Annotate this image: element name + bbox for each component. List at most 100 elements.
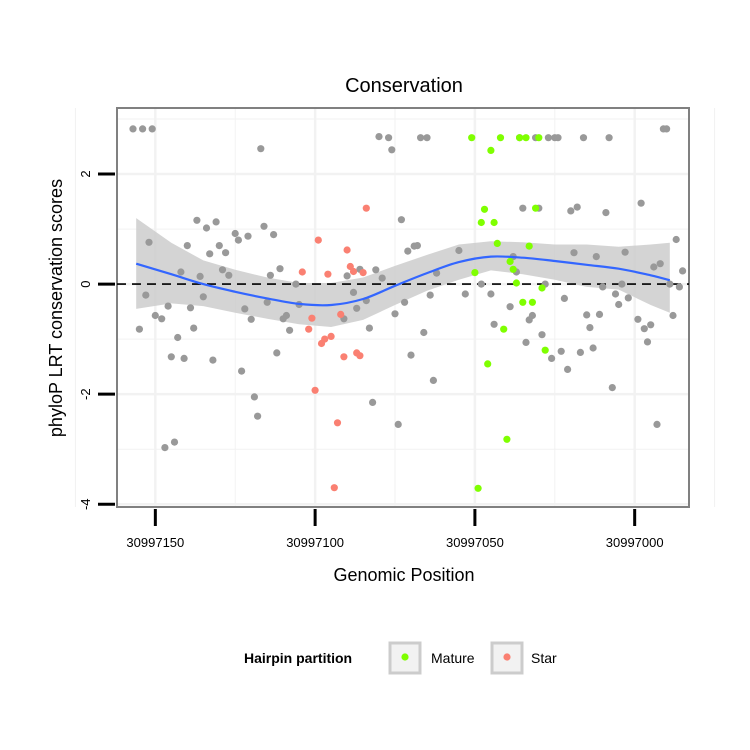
point-other	[349, 288, 358, 296]
point-other	[579, 134, 588, 142]
point-other	[273, 349, 281, 357]
point-other	[378, 274, 386, 282]
point-other	[276, 265, 284, 273]
point-other	[637, 199, 645, 207]
smooth-fit-line	[135, 255, 671, 307]
point-other	[461, 290, 469, 298]
y-tick-label: -2	[78, 388, 93, 400]
point-other	[602, 209, 610, 217]
point-other	[164, 302, 172, 310]
point-other	[554, 134, 562, 142]
point-other	[595, 310, 604, 318]
point-other	[196, 272, 204, 280]
point-other	[592, 253, 600, 261]
point-other	[567, 207, 575, 215]
point-star	[330, 484, 338, 492]
point-other	[548, 354, 556, 362]
point-mature	[506, 257, 514, 266]
point-other	[286, 326, 294, 334]
point-other	[212, 218, 220, 226]
point-other	[369, 398, 377, 406]
point-other	[404, 247, 412, 255]
point-mature	[528, 298, 537, 306]
point-other	[487, 290, 495, 298]
point-other	[672, 235, 680, 244]
point-other	[266, 271, 274, 279]
x-tick-label: 30997150	[126, 535, 184, 550]
point-other	[167, 353, 175, 361]
legend-label-star: Star	[531, 650, 557, 666]
point-other	[260, 222, 268, 230]
point-other	[170, 438, 179, 446]
point-other	[605, 134, 613, 142]
point-mature	[468, 134, 476, 142]
point-other	[477, 280, 485, 288]
point-other	[218, 266, 227, 274]
point-other	[234, 236, 242, 244]
point-other	[666, 280, 674, 288]
point-other	[653, 420, 661, 428]
point-star	[308, 314, 316, 322]
point-other	[343, 272, 351, 280]
point-other	[643, 338, 652, 346]
point-mature	[477, 218, 485, 227]
point-star	[349, 267, 358, 276]
point-star	[311, 386, 319, 394]
panel-background	[117, 108, 689, 507]
point-other	[560, 294, 569, 302]
legend-dot-star	[503, 653, 511, 661]
point-mature	[493, 239, 501, 247]
point-other	[292, 280, 300, 288]
legend-title: Hairpin partition	[244, 650, 352, 666]
point-mature	[532, 204, 540, 212]
point-star	[343, 246, 351, 254]
point-mature	[516, 134, 524, 142]
point-mature	[490, 218, 498, 227]
point-other	[397, 216, 405, 224]
panel-border	[116, 107, 690, 508]
point-other	[624, 294, 632, 302]
point-other	[663, 125, 671, 133]
point-star	[321, 335, 329, 343]
point-other	[372, 266, 380, 274]
point-other	[615, 300, 623, 309]
point-star	[314, 236, 322, 244]
y-tick-label: 2	[78, 170, 93, 177]
point-mature	[512, 279, 521, 287]
x-tick-label: 30997050	[446, 535, 504, 550]
point-other	[679, 267, 687, 275]
point-other	[675, 283, 684, 291]
smooth-line-layer	[135, 255, 671, 307]
point-star	[359, 269, 367, 277]
point-other	[190, 324, 198, 332]
point-other	[254, 412, 262, 420]
point-other	[407, 351, 415, 359]
point-mature	[519, 298, 527, 306]
point-other	[401, 298, 409, 306]
point-other	[282, 311, 290, 320]
point-other	[206, 250, 214, 258]
point-other	[506, 303, 514, 311]
chart-title: Conservation	[345, 75, 463, 97]
point-other	[145, 238, 153, 246]
point-other	[215, 242, 223, 250]
point-other	[263, 298, 271, 306]
point-other	[519, 204, 527, 212]
point-other	[611, 290, 620, 298]
point-other	[528, 311, 537, 320]
point-star	[305, 325, 313, 333]
point-other	[420, 328, 428, 337]
point-other	[650, 263, 658, 271]
point-other	[199, 293, 207, 301]
point-other	[557, 347, 565, 355]
point-mature	[474, 484, 482, 492]
point-mature	[503, 435, 511, 443]
point-other	[570, 249, 578, 257]
point-other	[576, 348, 585, 356]
point-other	[589, 344, 597, 352]
point-other	[522, 338, 530, 346]
point-other	[394, 420, 402, 428]
legend-dot-mature	[401, 653, 409, 661]
point-other	[608, 384, 616, 392]
point-mature	[496, 134, 505, 142]
